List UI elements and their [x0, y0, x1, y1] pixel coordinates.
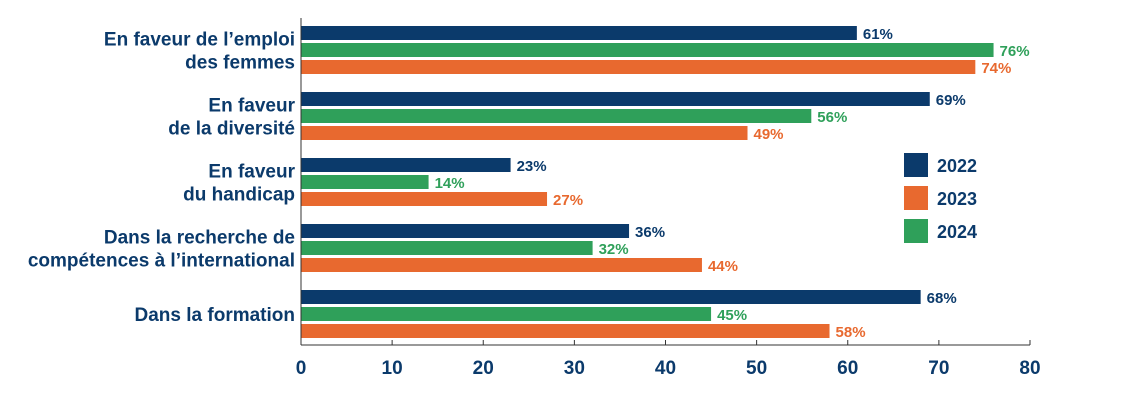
category-label-line: En faveur: [208, 96, 295, 117]
data-label: 27%: [553, 192, 583, 209]
bar-2024: [301, 43, 994, 57]
x-tick-label: 30: [564, 358, 585, 379]
axes: 0 10 20 30 40 50 60 70 80: [296, 18, 1041, 379]
bar-2022: [301, 224, 630, 238]
bar-2022: [301, 26, 857, 40]
x-tick-label: 0: [296, 358, 307, 379]
category-label-line: des femmes: [185, 53, 295, 74]
x-tick-label: 50: [746, 358, 767, 379]
category-label-line: En faveur de l’emploi: [104, 30, 295, 51]
category-label: En faveur du handicap: [183, 162, 296, 206]
category-label-line: de la diversité: [168, 119, 295, 140]
category-label-line: Dans la recherche de: [104, 228, 295, 249]
category-label: En faveur de la diversité: [168, 96, 295, 140]
data-label: 32%: [599, 241, 629, 258]
bar-2022: [301, 92, 930, 106]
data-label: 56%: [817, 109, 847, 126]
bar-2022: [301, 158, 511, 172]
bar-2023: [301, 192, 548, 206]
bar-2023: [301, 60, 976, 74]
data-label: 68%: [927, 290, 957, 307]
category-label-line: compétences à l’international: [28, 251, 295, 272]
category-label: Dans la formation: [135, 305, 295, 326]
legend-swatch-2022: [904, 153, 928, 177]
legend-swatch-2023: [904, 186, 928, 210]
x-tick-label: 70: [928, 358, 949, 379]
data-label: 69%: [936, 92, 966, 109]
data-label: 58%: [836, 324, 866, 341]
bars: 61% 76%74% 69% 56% 49% 23% 14% 27% 36% 32% 44% 68% 4…: [301, 26, 1030, 341]
x-tick-label: 20: [473, 358, 494, 379]
data-label: 45%: [717, 307, 747, 324]
x-tick-label: 80: [1019, 358, 1040, 379]
x-tick-label: 60: [837, 358, 858, 379]
category-label-line: du handicap: [183, 185, 295, 206]
category-label-line: En faveur: [208, 162, 295, 183]
bar-2024: [301, 109, 812, 123]
x-tick-label: 10: [382, 358, 403, 379]
data-label: 14%: [435, 175, 465, 192]
x-tick-label: 40: [655, 358, 676, 379]
category-label: Dans la recherche de compétences à l’inte…: [28, 228, 295, 272]
bar-2024: [301, 307, 712, 321]
bar-2023: [301, 324, 830, 338]
data-label: 76%: [1000, 43, 1030, 60]
data-label: 61%: [863, 26, 893, 43]
legend-label: 2022: [937, 156, 977, 176]
legend-label: 2024: [937, 222, 977, 242]
data-label: 74%: [981, 60, 1011, 77]
legend-label: 2023: [937, 189, 977, 209]
data-label: 36%: [635, 224, 665, 241]
data-label: 23%: [517, 158, 547, 175]
legend: 2022 2023 2024: [904, 153, 977, 243]
bar-2023: [301, 126, 748, 140]
legend-swatch-2024: [904, 219, 928, 243]
category-label: En faveur de l’emploi des femmes: [104, 30, 295, 74]
category-label-line: Dans la formation: [135, 305, 295, 326]
bar-2024: [301, 241, 593, 255]
data-label: 49%: [754, 126, 784, 143]
bar-2023: [301, 258, 702, 272]
data-label: 44%: [708, 258, 738, 275]
bar-2022: [301, 290, 921, 304]
bar-2024: [301, 175, 429, 189]
